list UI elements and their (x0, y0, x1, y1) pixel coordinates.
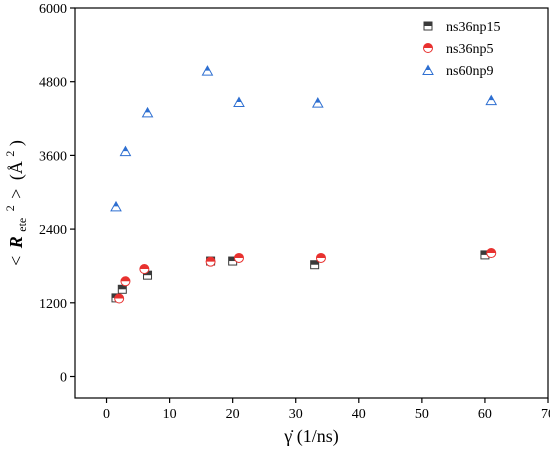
data-point-ns60np9 (119, 145, 132, 157)
legend-label-ns60np9: ns60np9 (446, 64, 493, 79)
y-label-sub: ete (15, 218, 29, 232)
y-label-open: < (6, 256, 26, 266)
data-point-ns36np5 (233, 252, 244, 263)
legend-marker-ns36np5 (423, 43, 433, 53)
x-tick-label: 50 (415, 407, 429, 422)
legend-marker-ns60np9 (422, 64, 434, 75)
data-point-ns36np15 (310, 260, 320, 270)
x-tick-label: 40 (352, 407, 366, 422)
data-point-ns60np9 (141, 106, 154, 118)
y-label-var: R (6, 236, 26, 249)
data-point-ns36np5 (486, 248, 497, 259)
x-tick-label: 0 (103, 407, 110, 422)
y-axis-label: < R ete 2 > (Å 2 ) (0, 140, 30, 266)
x-axis-label: γ̇ (1/ns) (283, 426, 338, 447)
data-point-ns36np5 (120, 276, 131, 287)
y-label-unit-open: (Å (6, 161, 27, 180)
axis-ticks: 0 10 20 30 40 50 60 70 0 1200 2400 3600 4800 6000 (39, 2, 550, 422)
y-label-unit-close: ) (6, 140, 27, 146)
data-point-ns60np9 (110, 200, 122, 212)
legend: ns36np15 ns36np5 ns60np9 (422, 20, 500, 79)
legend-label-ns36np15: ns36np15 (446, 20, 500, 35)
y-label-unit-sup: 2 (3, 151, 17, 157)
x-tick-label: 10 (163, 407, 177, 422)
x-tick-label: 60 (478, 407, 492, 422)
data-point-ns36np5 (205, 256, 216, 267)
data-point-ns36np5 (114, 293, 125, 304)
y-label-mid: > (6, 189, 26, 199)
x-tick-label: 30 (289, 407, 303, 422)
legend-label-ns36np5: ns36np5 (446, 42, 493, 57)
y-tick-label: 1200 (39, 297, 67, 312)
plot-frame (74, 7, 549, 399)
x-tick-label: 20 (226, 407, 240, 422)
y-tick-label: 0 (60, 371, 67, 386)
y-tick-label: 3600 (39, 149, 67, 164)
data-points (110, 65, 498, 304)
data-point-ns60np9 (311, 97, 324, 108)
y-label-sup: 2 (3, 205, 17, 211)
x-tick-label: 70 (541, 407, 550, 422)
data-point-ns60np9 (201, 65, 214, 76)
y-tick-label: 6000 (39, 2, 67, 17)
data-point-ns36np5 (315, 252, 326, 263)
y-tick-label: 2400 (39, 223, 67, 238)
data-point-ns60np9 (233, 96, 245, 107)
y-tick-label: 4800 (39, 76, 67, 91)
data-point-ns36np5 (139, 264, 150, 275)
data-point-ns60np9 (485, 94, 498, 106)
legend-marker-ns36np15 (423, 21, 433, 31)
data-point-ns36np15 (117, 284, 127, 294)
